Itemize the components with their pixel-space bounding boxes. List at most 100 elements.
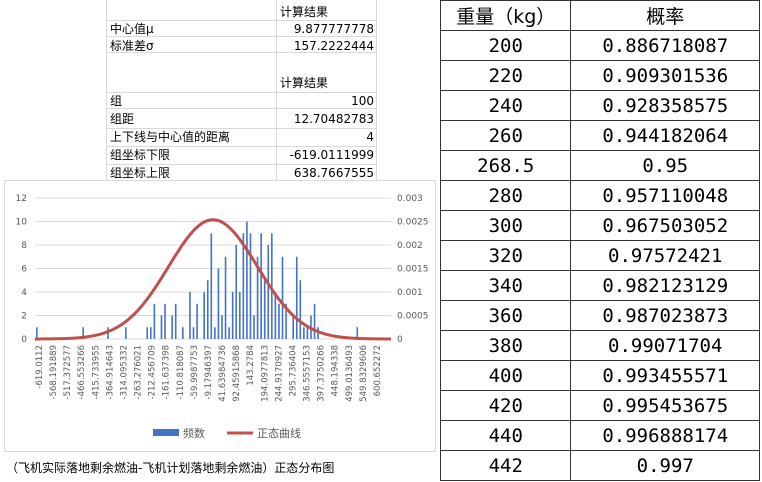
- weight-cell: 300: [439, 210, 572, 241]
- y-tick-label: 10: [16, 218, 28, 228]
- table-row: 360 0.987023873: [439, 300, 760, 331]
- histogram-bar: [36, 327, 38, 339]
- histogram-bar: [228, 327, 230, 339]
- histogram-bar: [217, 268, 220, 339]
- histogram-bar: [160, 315, 163, 339]
- probability-table: 重量（kg） 概率 200 0.886718087 220 0.909301536 24…: [439, 0, 760, 481]
- histogram-bar: [256, 256, 259, 339]
- histogram-bar: [189, 292, 191, 339]
- weight-cell: 360: [439, 300, 572, 331]
- probability-cell: 0.997: [570, 450, 760, 481]
- x-tick-label: -59.9987753: [190, 345, 200, 399]
- x-tick-label: -110.818087: [176, 345, 186, 399]
- probability-cell: 0.97572421: [570, 240, 760, 271]
- x-tick-label: 92.45915868: [232, 345, 242, 402]
- x-tick-label: -263.276021: [134, 345, 144, 399]
- lower-bound-value: -619.0111999: [289, 148, 375, 162]
- std-value: 157.2222444: [293, 39, 374, 53]
- range-distance-label: 上下线与中心值的距离: [110, 130, 231, 144]
- x-tick-label: -364.914643: [105, 345, 115, 399]
- table-row: 220 0.909301536: [439, 60, 760, 91]
- x-tick-label: 194.0977813: [260, 345, 270, 402]
- histogram-bar: [295, 256, 298, 339]
- x-tick-label: 244.9170927: [274, 345, 284, 402]
- x-tick-label: -517.372577: [63, 345, 73, 399]
- probability-cell: 0.957110048: [570, 180, 760, 211]
- weight-cell: 280: [439, 180, 572, 211]
- std-label: 标准差σ: [110, 39, 154, 53]
- weight-cell: 442: [439, 450, 572, 481]
- histogram-bar: [192, 327, 195, 339]
- legend-bar-label: 频数: [183, 426, 205, 440]
- histogram-bar: [263, 280, 266, 339]
- legend-bar-swatch: [153, 429, 179, 436]
- weight-cell: 440: [439, 420, 572, 451]
- x-tick-label: -314.095332: [120, 345, 130, 399]
- lower-bound-label: 组坐标下限: [110, 148, 171, 162]
- histogram-bar: [267, 245, 270, 339]
- weight-cell: 260: [439, 120, 572, 151]
- histogram-bar: [210, 233, 213, 339]
- histogram-bar: [221, 315, 223, 339]
- probability-cell: 0.993455571: [570, 360, 760, 391]
- chart-caption: （飞机实际落地剩余燃油-飞机计划落地剩余燃油）正态分布图: [6, 461, 335, 475]
- histogram-bar: [242, 233, 245, 339]
- weight-column-header: 重量（kg）: [439, 0, 572, 31]
- histogram-bar: [281, 256, 284, 339]
- mean-label: 中心值μ: [110, 22, 154, 36]
- table-row: 340 0.982123129: [439, 270, 760, 301]
- table-row: 300 0.967503052: [439, 210, 760, 241]
- probability-cell: 0.99071704: [570, 330, 760, 361]
- probability-cell: 0.995453675: [570, 390, 760, 421]
- table-row: 440 0.996888174: [439, 420, 760, 451]
- table-row: 380 0.99071704: [439, 330, 760, 361]
- weight-cell: 268.5: [439, 150, 572, 181]
- histogram-bar: [253, 315, 255, 339]
- probability-cell: 0.928358575: [570, 90, 760, 121]
- histogram-bar: [278, 303, 280, 339]
- histogram-bar: [356, 327, 359, 339]
- x-tick-label: 499.0136493: [345, 345, 355, 402]
- weight-cell: 380: [439, 330, 572, 361]
- histogram-bar: [299, 280, 302, 339]
- y2-tick-label: 0.001: [397, 288, 423, 298]
- legend: 频数 正态曲线: [153, 426, 301, 440]
- y2-tick-label: 0.0025: [397, 218, 429, 228]
- x-tick-label: -415.733955: [91, 345, 101, 399]
- y-tick-label: 6: [21, 265, 27, 275]
- table-header-row: 重量（kg） 概率: [439, 0, 760, 31]
- table-row: 320 0.97572421: [439, 240, 760, 271]
- histogram-bar: [174, 303, 177, 339]
- histogram-bar: [224, 256, 227, 339]
- weight-cell: 220: [439, 60, 572, 91]
- table-row: 260 0.944182064: [439, 120, 760, 151]
- weight-cell: 340: [439, 270, 572, 301]
- table-row: 268.5 0.95: [439, 150, 760, 181]
- weight-cell: 320: [439, 240, 572, 271]
- histogram-bar: [235, 245, 238, 339]
- histogram-bar: [146, 327, 149, 339]
- y-tick-label: 0: [21, 335, 27, 345]
- weight-cell: 200: [439, 30, 572, 61]
- probability-cell: 0.886718087: [570, 30, 760, 61]
- table-row: 200 0.886718087: [439, 30, 760, 61]
- histogram-bar: [285, 303, 287, 339]
- y2-tick-label: 0.0005: [397, 312, 429, 322]
- normal-curve-line: [34, 218, 392, 341]
- x-tick-label: -9.17946397: [204, 345, 214, 399]
- histogram-bar: [260, 233, 262, 339]
- x-tick-label: -161.637398: [162, 345, 172, 399]
- x-tick-label: 600.652272: [373, 345, 383, 396]
- group-count-value: 100: [351, 94, 374, 108]
- histogram-bar: [214, 327, 216, 339]
- y-tick-label: 12: [16, 194, 27, 204]
- x-tick-label: 346.5557153: [303, 345, 313, 402]
- mean-value: 9.877777778: [293, 22, 374, 36]
- histogram-bar: [153, 303, 156, 339]
- histogram-bar: [246, 221, 248, 339]
- probability-cell: 0.944182064: [570, 120, 760, 151]
- bin-width-label: 组距: [110, 112, 135, 126]
- histogram-bar: [203, 292, 205, 339]
- x-tick-label: -466.553266: [77, 345, 87, 399]
- stats-header-2: 计算结果: [280, 76, 329, 90]
